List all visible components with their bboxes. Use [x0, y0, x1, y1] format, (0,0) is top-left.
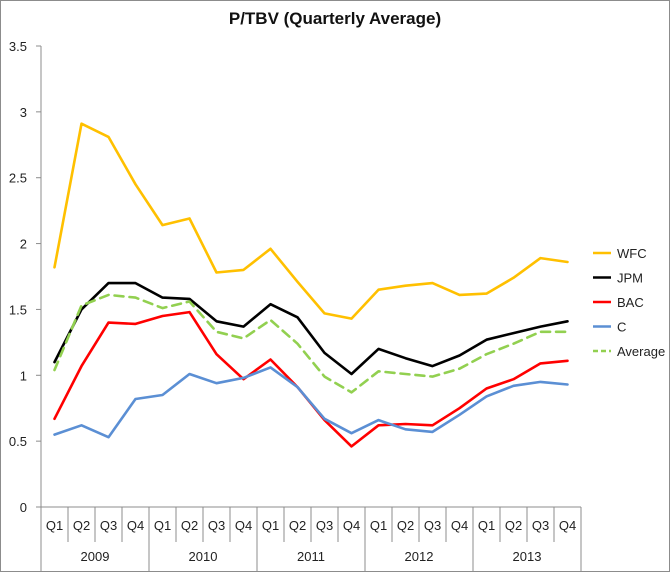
series-line-c — [53, 366, 569, 439]
x-quarter-label: Q1 — [154, 518, 171, 533]
y-tick-label: 0.5 — [9, 434, 27, 449]
x-quarter-label: Q4 — [559, 518, 576, 533]
legend-label-wfc: WFC — [617, 246, 647, 261]
x-quarter-label: Q3 — [208, 518, 225, 533]
series-line-wfc — [53, 122, 569, 320]
series-line-bac — [53, 310, 569, 448]
x-quarter-label: Q1 — [262, 518, 279, 533]
x-quarter-label: Q2 — [289, 518, 306, 533]
y-tick-label: 1 — [20, 368, 27, 383]
x-quarter-label: Q4 — [451, 518, 468, 533]
x-quarter-label: Q2 — [505, 518, 522, 533]
x-quarter-label: Q2 — [73, 518, 90, 533]
x-quarter-label: Q3 — [532, 518, 549, 533]
legend-label-average: Average — [617, 344, 665, 359]
year-label: 2010 — [189, 549, 218, 564]
chart-title: P/TBV (Quarterly Average) — [228, 9, 442, 28]
legend-label-c: C — [617, 320, 626, 335]
y-tick-label: 2.5 — [9, 171, 27, 186]
x-quarter-label: Q2 — [181, 518, 198, 533]
x-quarter-label: Q2 — [397, 518, 414, 533]
x-quarter-label: Q4 — [127, 518, 144, 533]
year-label: 2013 — [513, 549, 542, 564]
year-label: 2011 — [297, 549, 325, 564]
x-quarter-label: Q1 — [370, 518, 387, 533]
x-quarter-label: Q3 — [316, 518, 333, 533]
x-quarter-label: Q3 — [100, 518, 117, 533]
series-line-average — [53, 293, 569, 394]
y-tick-label: 3.5 — [9, 39, 27, 54]
series-line-jpm — [53, 281, 569, 376]
legend-label-jpm: JPM — [617, 271, 643, 286]
x-quarter-label: Q1 — [46, 518, 63, 533]
y-tick-label: 2 — [20, 237, 27, 252]
y-tick-label: 0 — [20, 500, 27, 515]
x-quarter-label: Q4 — [235, 518, 252, 533]
x-quarter-label: Q4 — [343, 518, 360, 533]
x-quarter-label: Q1 — [478, 518, 495, 533]
y-tick-label: 3 — [20, 105, 27, 120]
legend-label-bac: BAC — [617, 295, 644, 310]
year-label: 2009 — [81, 549, 110, 564]
year-label: 2012 — [405, 549, 434, 564]
x-quarter-label: Q3 — [424, 518, 441, 533]
y-tick-label: 1.5 — [9, 302, 27, 317]
